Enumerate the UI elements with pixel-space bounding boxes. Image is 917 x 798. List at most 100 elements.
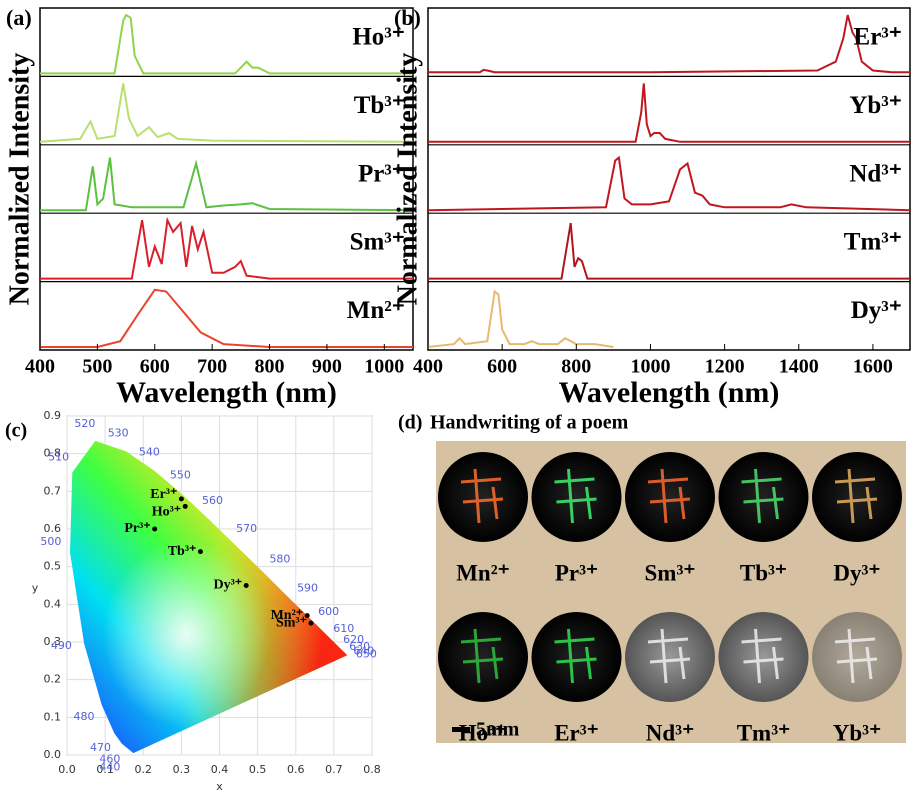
locus-label: 540 <box>139 446 160 459</box>
locus-label: 580 <box>269 552 290 565</box>
locus-label: 590 <box>297 582 318 595</box>
series-label: Yb³⁺ <box>849 92 902 119</box>
photo-disk <box>532 452 622 542</box>
series-label: Dy³⁺ <box>851 297 902 324</box>
photo-disk <box>719 452 809 542</box>
x-tick-label: 400 <box>413 356 443 378</box>
locus-label: 470 <box>90 741 111 754</box>
x-tick-label: 1600 <box>853 356 893 378</box>
photo-label: Er³⁺ <box>554 720 599 745</box>
y-tick-label: 0.2 <box>44 673 62 686</box>
chromaticity-point <box>179 496 184 501</box>
photo-disk <box>438 452 528 542</box>
chromaticity-point <box>198 549 203 554</box>
locus-label: 600 <box>318 605 339 618</box>
panel-label: (d) <box>398 412 422 434</box>
x-tick-label: 0.0 <box>58 763 76 776</box>
series-label: Er³⁺ <box>854 24 902 51</box>
photo-disk <box>438 612 528 702</box>
x-tick-label: 0.6 <box>287 763 305 776</box>
chromaticity-point <box>309 621 314 626</box>
x-tick-label: 700 <box>197 356 227 378</box>
series-label: Nd³⁺ <box>849 160 902 187</box>
x-tick-label: 900 <box>312 356 342 378</box>
panel-label: (c) <box>5 420 27 442</box>
panel-c: 0.00.10.20.30.40.50.60.70.80.00.10.20.30… <box>5 409 381 793</box>
photo-label: Yb³⁺ <box>833 720 881 745</box>
photo-disk <box>719 612 809 702</box>
photo-label: Dy³⁺ <box>833 560 880 585</box>
panel-label: (b) <box>394 5 421 30</box>
point-label: Tb³⁺ <box>168 544 197 559</box>
photo-label: Sm³⁺ <box>645 560 696 585</box>
series-label: Tm³⁺ <box>844 229 902 256</box>
photo-label: Nd³⁺ <box>646 720 694 745</box>
y-axis-label: y <box>32 582 39 595</box>
locus-label: 550 <box>170 469 191 482</box>
locus-label: 460 <box>99 753 120 766</box>
locus-label: 560 <box>202 494 223 507</box>
y-tick-label: 0.1 <box>44 710 62 723</box>
x-tick-label: 1400 <box>779 356 819 378</box>
y-tick-label: 0.5 <box>44 560 62 573</box>
x-tick-label: 800 <box>561 356 591 378</box>
x-tick-label: 1000 <box>364 356 404 378</box>
x-tick-label: 600 <box>487 356 517 378</box>
x-axis-label: Wavelength (nm) <box>559 376 780 409</box>
y-axis-label: Normalized Intensity <box>4 53 35 306</box>
photo-disk <box>625 612 715 702</box>
photo-label: Tm³⁺ <box>737 720 791 745</box>
x-tick-label: 800 <box>255 356 285 378</box>
y-tick-label: 0.4 <box>44 597 62 610</box>
y-tick-label: 0.7 <box>44 484 62 497</box>
x-tick-label: 0.7 <box>325 763 343 776</box>
photo-disk <box>812 612 902 702</box>
panel-label: (a) <box>6 5 32 30</box>
x-tick-label: 500 <box>82 356 112 378</box>
locus-label: 510 <box>48 450 69 463</box>
photo-label: Pr³⁺ <box>555 560 598 585</box>
panel-d: (d) Handwriting of a poem 5mm Mn²⁺Pr³⁺Sm… <box>398 412 908 746</box>
chromaticity-point <box>244 583 249 588</box>
photo-disk <box>532 612 622 702</box>
point-label: Pr³⁺ <box>124 521 150 536</box>
y-tick-label: 0.6 <box>44 522 62 535</box>
x-axis-label: Wavelength (nm) <box>116 376 337 409</box>
x-tick-label: 0.8 <box>363 763 381 776</box>
plot-frame <box>428 8 910 350</box>
x-tick-label: 1200 <box>705 356 745 378</box>
point-label: Er³⁺ <box>150 487 177 502</box>
y-tick-label: 0.0 <box>44 748 62 761</box>
photo-disk <box>625 452 715 542</box>
x-tick-label: 400 <box>25 356 55 378</box>
photo-label: Ho³⁺ <box>459 720 507 745</box>
locus-label: 500 <box>40 535 61 548</box>
photo-disk <box>812 452 902 542</box>
point-label: Ho³⁺ <box>152 505 181 520</box>
panel-title: Handwriting of a poem <box>430 412 629 434</box>
y-tick-label: 0.9 <box>44 409 62 422</box>
point-label: Sm³⁺ <box>276 615 307 630</box>
x-tick-label: 0.4 <box>211 763 229 776</box>
locus-label: 570 <box>236 522 257 535</box>
photo-label: Mn²⁺ <box>456 560 510 585</box>
locus-label: 490 <box>51 639 72 652</box>
y-axis-label: Normalized Intensity <box>392 53 423 306</box>
locus-label: 530 <box>108 427 129 440</box>
panel-b: Er³⁺ Yb³⁺ Nd³⁺ Tm³⁺ Dy³⁺ 400 600 800 1000 1200 140… <box>392 5 910 409</box>
figure: Ho³⁺ Tb³⁺ Pr³⁺ Sm³⁺ Mn²⁺ 400 500 600 700 800 900 10… <box>0 0 917 793</box>
x-tick-label: 0.2 <box>135 763 153 776</box>
locus-label: 650 <box>356 647 377 660</box>
photo-label: Tb³⁺ <box>740 560 787 585</box>
x-tick-label: 0.5 <box>249 763 267 776</box>
x-axis-label: x <box>216 780 223 793</box>
x-tick-label: 600 <box>140 356 170 378</box>
point-label: Dy³⁺ <box>213 578 242 593</box>
x-tick-label: 0.3 <box>173 763 191 776</box>
chromaticity-point <box>152 527 157 532</box>
x-tick-label: 1000 <box>630 356 670 378</box>
locus-label: 480 <box>74 710 95 723</box>
chromaticity-point <box>183 504 188 509</box>
locus-label: 520 <box>74 417 95 430</box>
